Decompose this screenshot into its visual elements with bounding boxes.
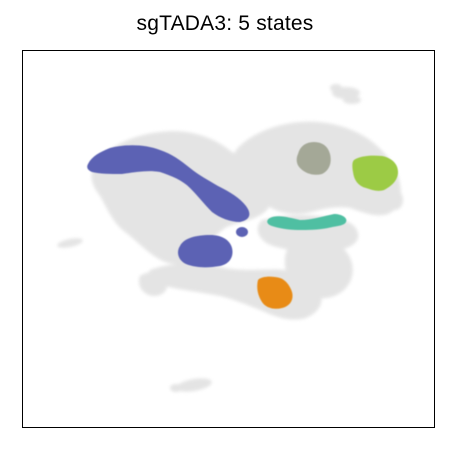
cluster-shape <box>296 142 331 175</box>
state-cluster-2 <box>178 235 233 268</box>
cluster-shape <box>267 214 347 230</box>
plot-frame <box>22 50 435 428</box>
state-cluster-4 <box>352 155 398 191</box>
cluster-shape <box>257 276 293 309</box>
state-cluster-6 <box>257 276 293 309</box>
cluster-shape <box>87 145 250 222</box>
cluster-shape <box>352 155 398 191</box>
state-cluster-3 <box>296 142 331 175</box>
state-cluster-5 <box>267 214 347 230</box>
background-cells <box>57 84 403 392</box>
cluster-shape <box>178 235 233 268</box>
chart-title: sgTADA3: 5 states <box>136 12 314 35</box>
state-cluster-1 <box>87 145 250 237</box>
